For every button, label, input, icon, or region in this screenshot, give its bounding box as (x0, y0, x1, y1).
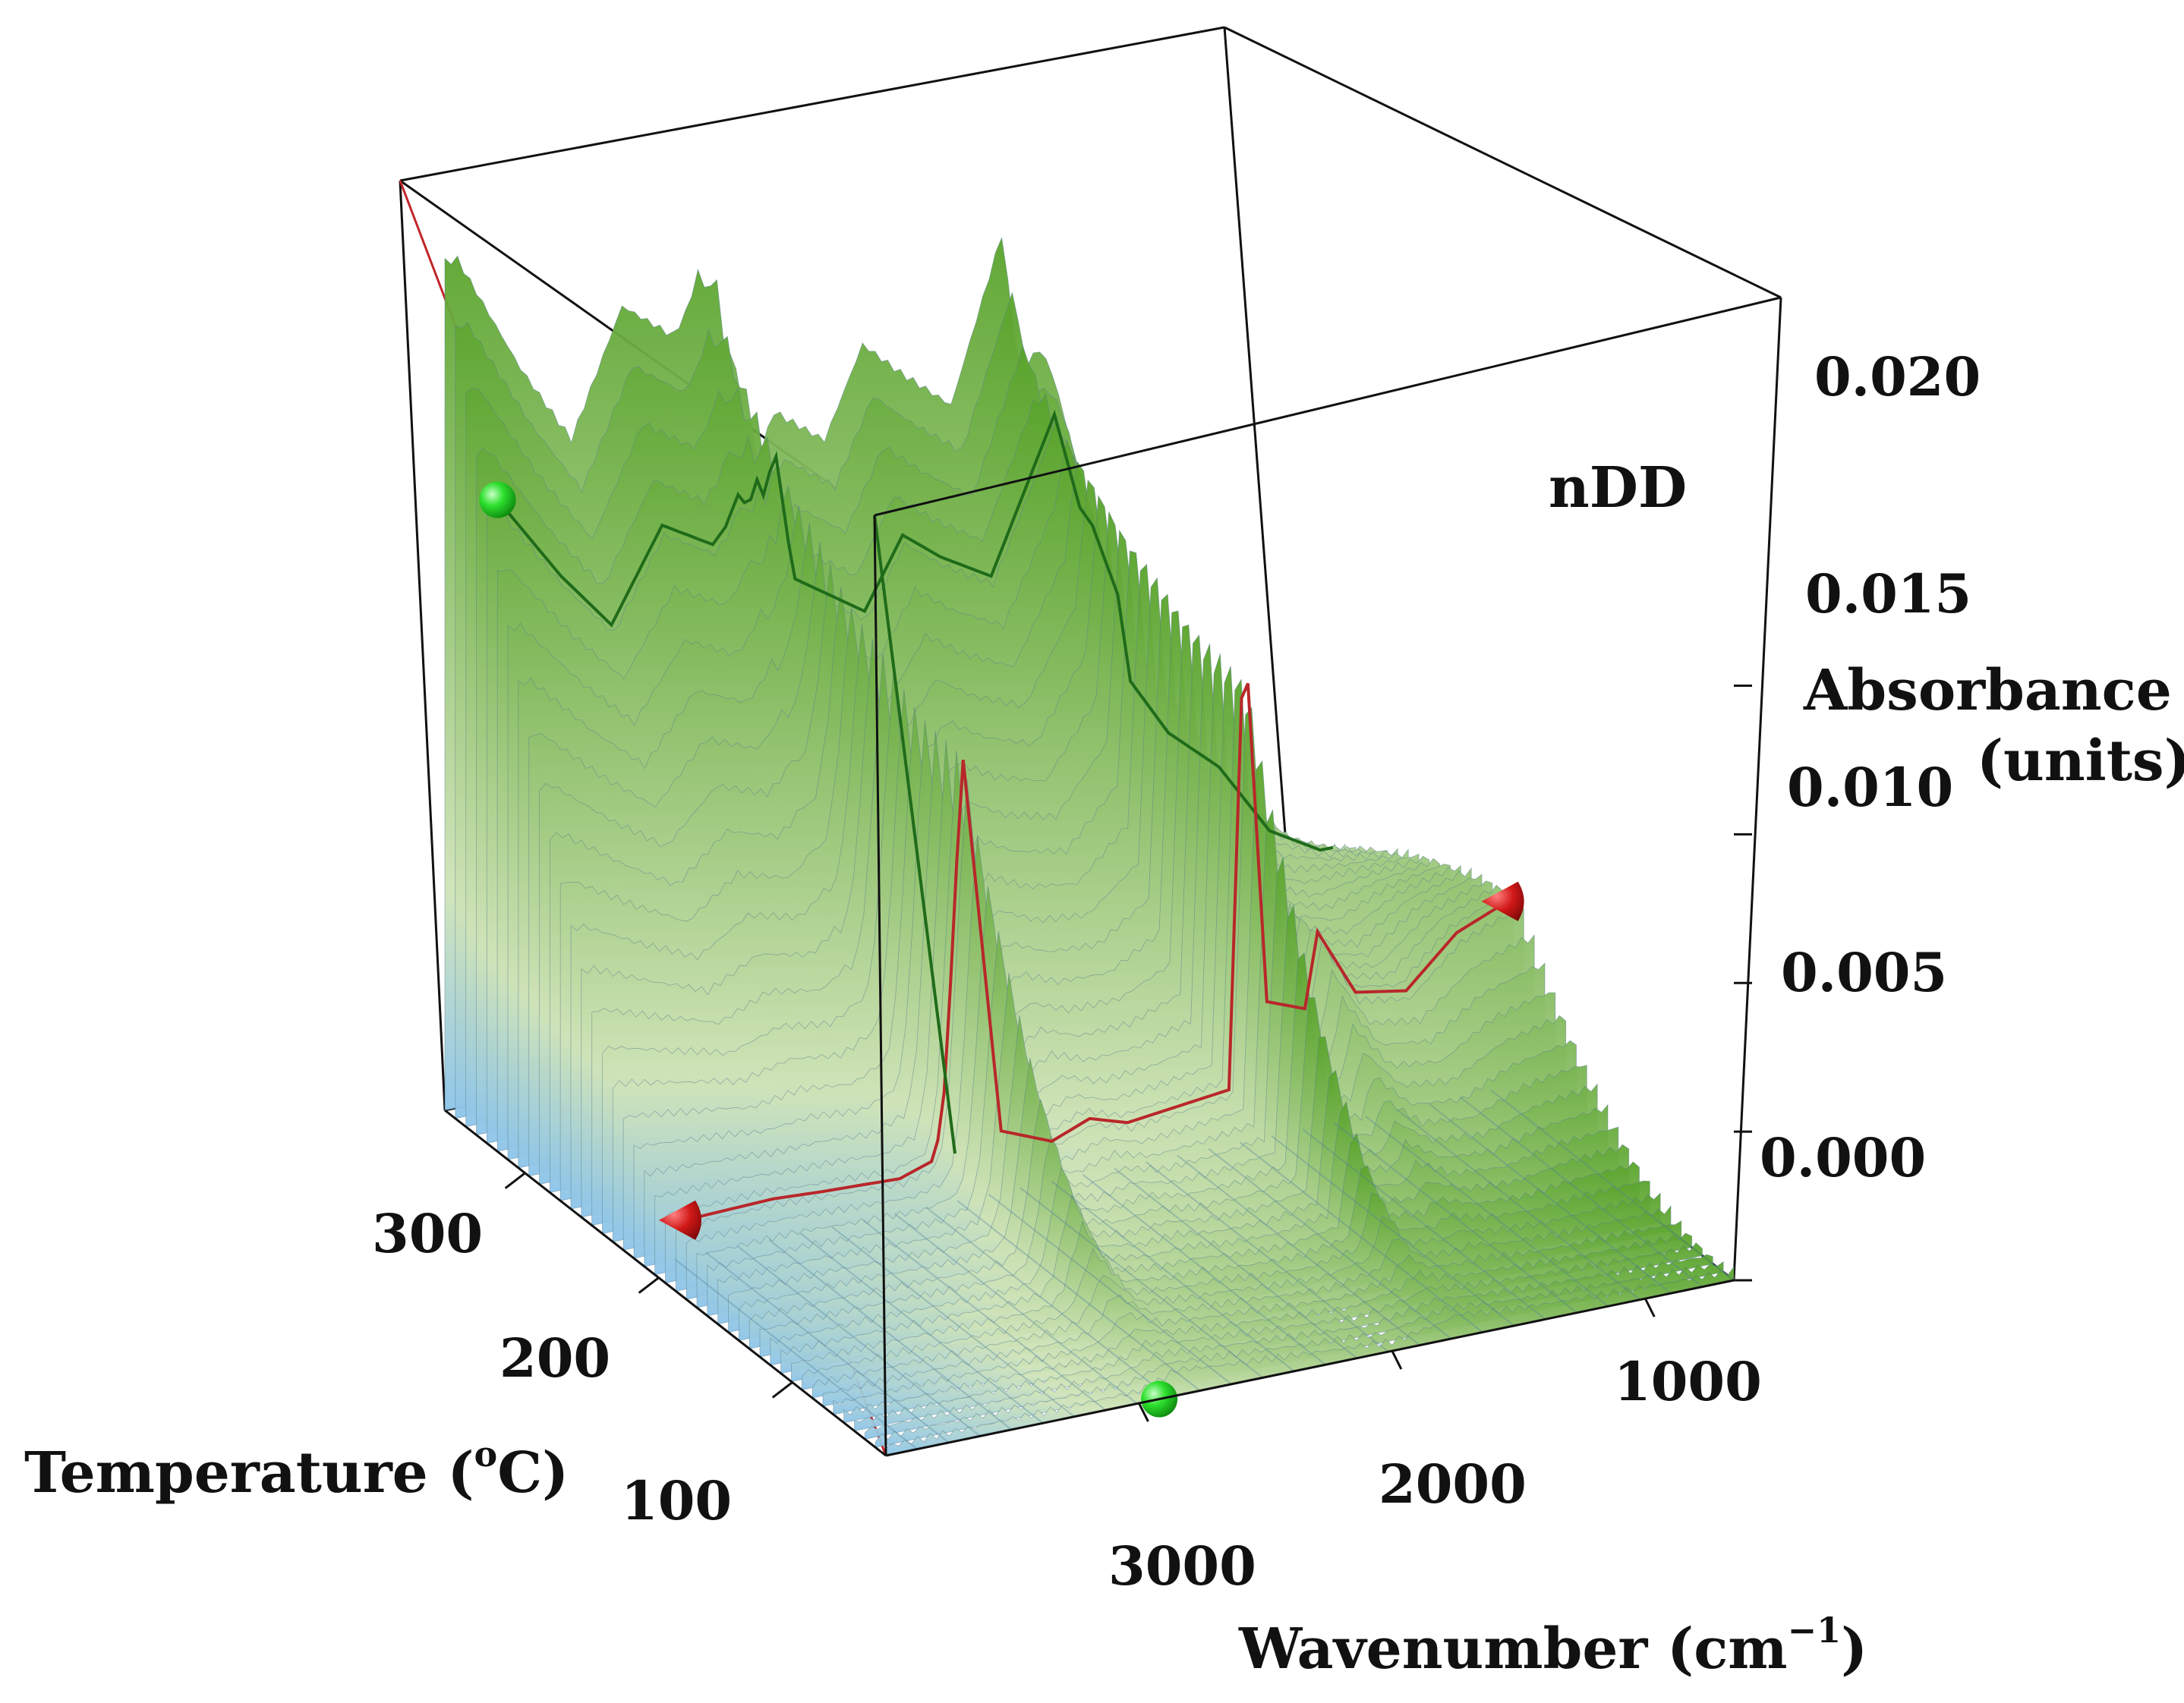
box-edge-back-top (399, 26, 1225, 182)
z-tick-label-0: 0.000 (1760, 1126, 1926, 1189)
floor-streak (1239, 1141, 1483, 1333)
floor-streak (1459, 1096, 1703, 1288)
floor-streak (1271, 1135, 1515, 1327)
x-tick-2 (1644, 1298, 1656, 1317)
box-edge-front-right (1732, 297, 1782, 1281)
y-tick-2 (504, 1172, 526, 1189)
marker-red-left (658, 1200, 701, 1240)
x-tick-0 (1138, 1402, 1149, 1422)
floor-streak (1051, 1180, 1295, 1372)
floor-streak (768, 1239, 1013, 1431)
floor-streak (674, 1258, 918, 1450)
surface-slice (801, 1180, 1650, 1390)
absorbance-surface (444, 236, 1735, 1456)
floor-streak (956, 1200, 1201, 1392)
surface-slice (854, 1242, 1703, 1431)
plot-box-front-edges (444, 296, 1782, 1457)
floor-streak (831, 1226, 1075, 1418)
z-tick-label-1: 0.005 (1781, 941, 1947, 1004)
floor-streak (1428, 1103, 1672, 1294)
floor-streak (1114, 1167, 1358, 1359)
surface-floor (642, 1089, 1735, 1456)
marker-green-top (479, 481, 516, 518)
z-tick-label-2: 0.010 (1787, 756, 1953, 819)
x-tick-label-2000: 2000 (1379, 1453, 1527, 1516)
y-tick-0 (771, 1381, 793, 1399)
y-tick-label-200: 200 (500, 1327, 610, 1390)
floor-streak (893, 1213, 1138, 1405)
x-axis-title: Wavenumber (cm−1) (1238, 1610, 1867, 1682)
floor-streak (1365, 1116, 1609, 1308)
axis-ticks (504, 684, 1752, 1422)
box-edge-top-right (1224, 26, 1782, 299)
dataset-label: nDD (1549, 455, 1687, 521)
floor-streak (1177, 1154, 1420, 1346)
highlighted-spectra (484, 409, 1521, 1225)
max-temperature-spectrum (484, 409, 1334, 852)
box-edge-back-left (399, 180, 446, 1111)
floor-streak (1490, 1089, 1735, 1281)
y-axis-title: Temperature (oC) (24, 1434, 569, 1506)
z-axis-title-line1: Absorbance (1803, 658, 2172, 723)
red-slice-spectrum (671, 682, 1521, 1225)
y-tick-1 (638, 1276, 660, 1294)
x-tick-1 (1391, 1350, 1403, 1370)
z-tick-label-3: 0.015 (1805, 562, 1971, 625)
floor-streak (1396, 1109, 1640, 1301)
surface-slice (885, 1266, 1735, 1456)
floor-streak (988, 1193, 1232, 1385)
floor-streak (1208, 1147, 1452, 1339)
marker-red-right (1481, 881, 1524, 921)
surface-slice (812, 1192, 1661, 1399)
front-spectrum-edge (873, 515, 956, 1154)
floor-streak (1333, 1122, 1577, 1314)
surface-slice (791, 1161, 1640, 1382)
floor-streak (1145, 1161, 1389, 1352)
surface-slice (822, 1204, 1672, 1407)
box-edge-front-bottom (885, 1279, 1735, 1457)
z-axis-title-line2: (units) (1977, 729, 2184, 794)
box-edge-floor-left (444, 1109, 887, 1457)
surface-slice (780, 1132, 1630, 1374)
y-tick-label-100: 100 (621, 1469, 732, 1532)
floor-streak (1302, 1129, 1546, 1321)
box-edge-back-right (1223, 27, 1294, 936)
surface-slice (875, 1261, 1724, 1448)
floor-streak (925, 1206, 1169, 1398)
surface-slice (843, 1232, 1693, 1424)
box-edge-front-top (874, 296, 1782, 517)
surface-slice (770, 1100, 1619, 1366)
surface-slice (833, 1220, 1682, 1415)
z-tick-label-4: 0.020 (1814, 345, 1981, 408)
floor-streak (862, 1220, 1107, 1411)
floor-streak (799, 1232, 1044, 1424)
floor-streak (1020, 1187, 1264, 1379)
floor-streak (705, 1251, 950, 1443)
y-tick-label-300: 300 (372, 1202, 483, 1265)
floor-streak (1083, 1174, 1326, 1366)
x-tick-label-3000: 3000 (1108, 1535, 1256, 1598)
floor-streak (736, 1245, 981, 1437)
box-edge-front-left (873, 515, 887, 1456)
x-tick-label-1000: 1000 (1614, 1350, 1762, 1413)
